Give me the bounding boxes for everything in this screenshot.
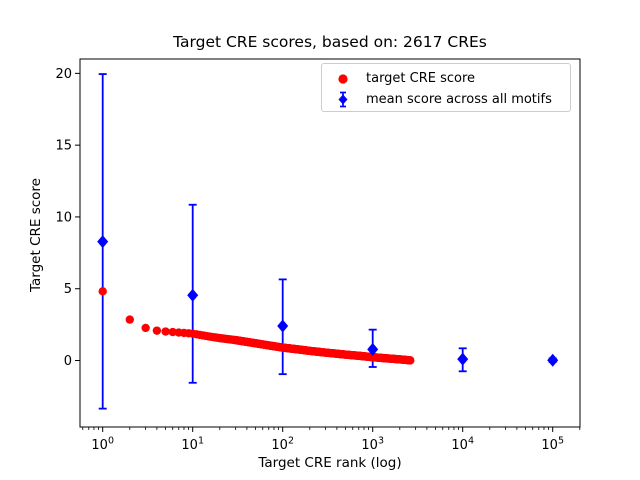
x-tick-label: 105 [541, 436, 564, 454]
x-tick-label: 103 [361, 436, 384, 454]
y-axis-label: Target CRE score [28, 178, 44, 292]
axes-frame [79, 58, 581, 428]
blue-diamond-errorbar-marker-icon [332, 90, 354, 109]
x-axis-label: Target CRE rank (log) [258, 455, 402, 471]
y-tick-label: 15 [55, 139, 72, 154]
y-tick-label: 5 [64, 282, 72, 297]
mean-score-diamond-markers [97, 235, 559, 367]
mean-score-diamond [97, 235, 109, 249]
mean-score-errorbar-series [98, 73, 557, 410]
legend: target CRE score mean score across all m… [321, 63, 571, 112]
x-tick-label: 101 [181, 436, 204, 454]
legend-label-mean-score: mean score across all motifs [366, 92, 552, 107]
y-tick-label: 20 [55, 67, 72, 82]
x-axis-ticks: 100 101 102 103 104 105 [91, 427, 564, 453]
y-tick-label: 10 [55, 210, 72, 225]
x-tick-label: 102 [271, 436, 294, 454]
x-tick-label: 104 [451, 436, 474, 454]
x-axis-minor-ticks [82, 427, 581, 430]
mean-score-diamond [547, 353, 559, 367]
y-axis-ticks: 0 5 10 15 20 [55, 67, 80, 369]
y-tick-label: 0 [64, 354, 72, 369]
mean-score-diamond [457, 352, 469, 366]
mean-score-diamond [187, 288, 199, 302]
mean-score-diamond [367, 342, 379, 356]
chart-title: Target CRE scores, based on: 2617 CREs [173, 33, 487, 51]
mean-score-diamond [277, 319, 289, 333]
legend-label-target-score: target CRE score [366, 71, 476, 86]
red-circle-marker-icon [332, 72, 354, 86]
target-score-dot-series [98, 287, 415, 365]
legend-item-target-score: target CRE score [322, 68, 570, 89]
legend-item-mean-score: mean score across all motifs [322, 89, 570, 110]
x-tick-label: 100 [91, 436, 114, 454]
